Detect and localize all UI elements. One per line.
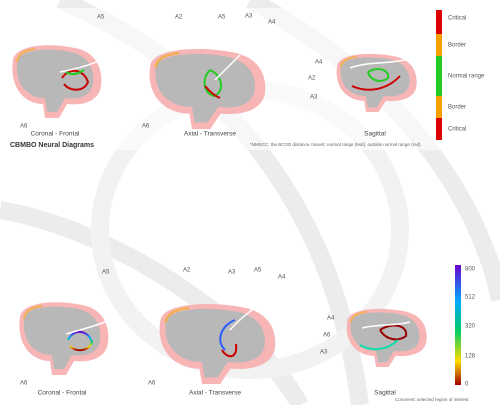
axis-label: A6 [20,381,28,387]
axis-label: A3 [228,270,236,276]
axis-label: A6 [323,333,331,339]
axis-label: A3 [310,95,318,101]
top-images [11,44,418,131]
legend-label: 800 [465,267,476,273]
axis-label: A5 [254,268,262,274]
panel-title: CBMBO Neural Diagrams [10,142,94,149]
legend-label: 0 [465,382,469,388]
legend-label: 320 [465,324,476,330]
legend-label: Critical [448,127,466,133]
top-colorbar [436,10,442,140]
view-label: Axial - Transverse [184,131,236,138]
view-label: Sagittal [364,131,386,138]
axis-label: A2 [308,76,316,82]
axis-label: A4 [327,316,335,322]
axis-label: A5 [97,15,105,21]
caption: *NMSCC: the BCOD distance closest; norma… [250,142,421,147]
legend-label: Border [448,43,466,49]
caption: Comment: selected region of interest [395,397,469,402]
view-label: Coronal - Frontal [38,390,87,397]
view-label: Axial - Transverse [189,390,241,397]
view-label: Coronal - Frontal [31,131,80,138]
axis-label: A5 [102,270,110,276]
axis-label: A2 [175,15,183,21]
axis-label: A6 [148,381,156,387]
axis-label: A4 [315,60,323,66]
axis-label: A6 [142,124,150,130]
legend-label: Border [448,105,466,111]
axis-label: A2 [183,268,191,274]
legend-label: 128 [465,354,476,360]
legend-label: 512 [465,295,476,301]
axis-label: A3 [245,14,253,20]
bottom-images [18,301,428,386]
view-label: Sagittal [374,390,396,397]
axis-label: A3 [320,350,328,356]
axis-label: A6 [20,124,28,130]
axis-label: A4 [268,20,276,26]
bottom-colorbar [455,265,461,385]
legend-label: Critical [448,16,466,22]
legend-label: Normal range [448,74,485,80]
axis-label: A4 [278,275,286,281]
axis-label: A5 [218,15,226,21]
